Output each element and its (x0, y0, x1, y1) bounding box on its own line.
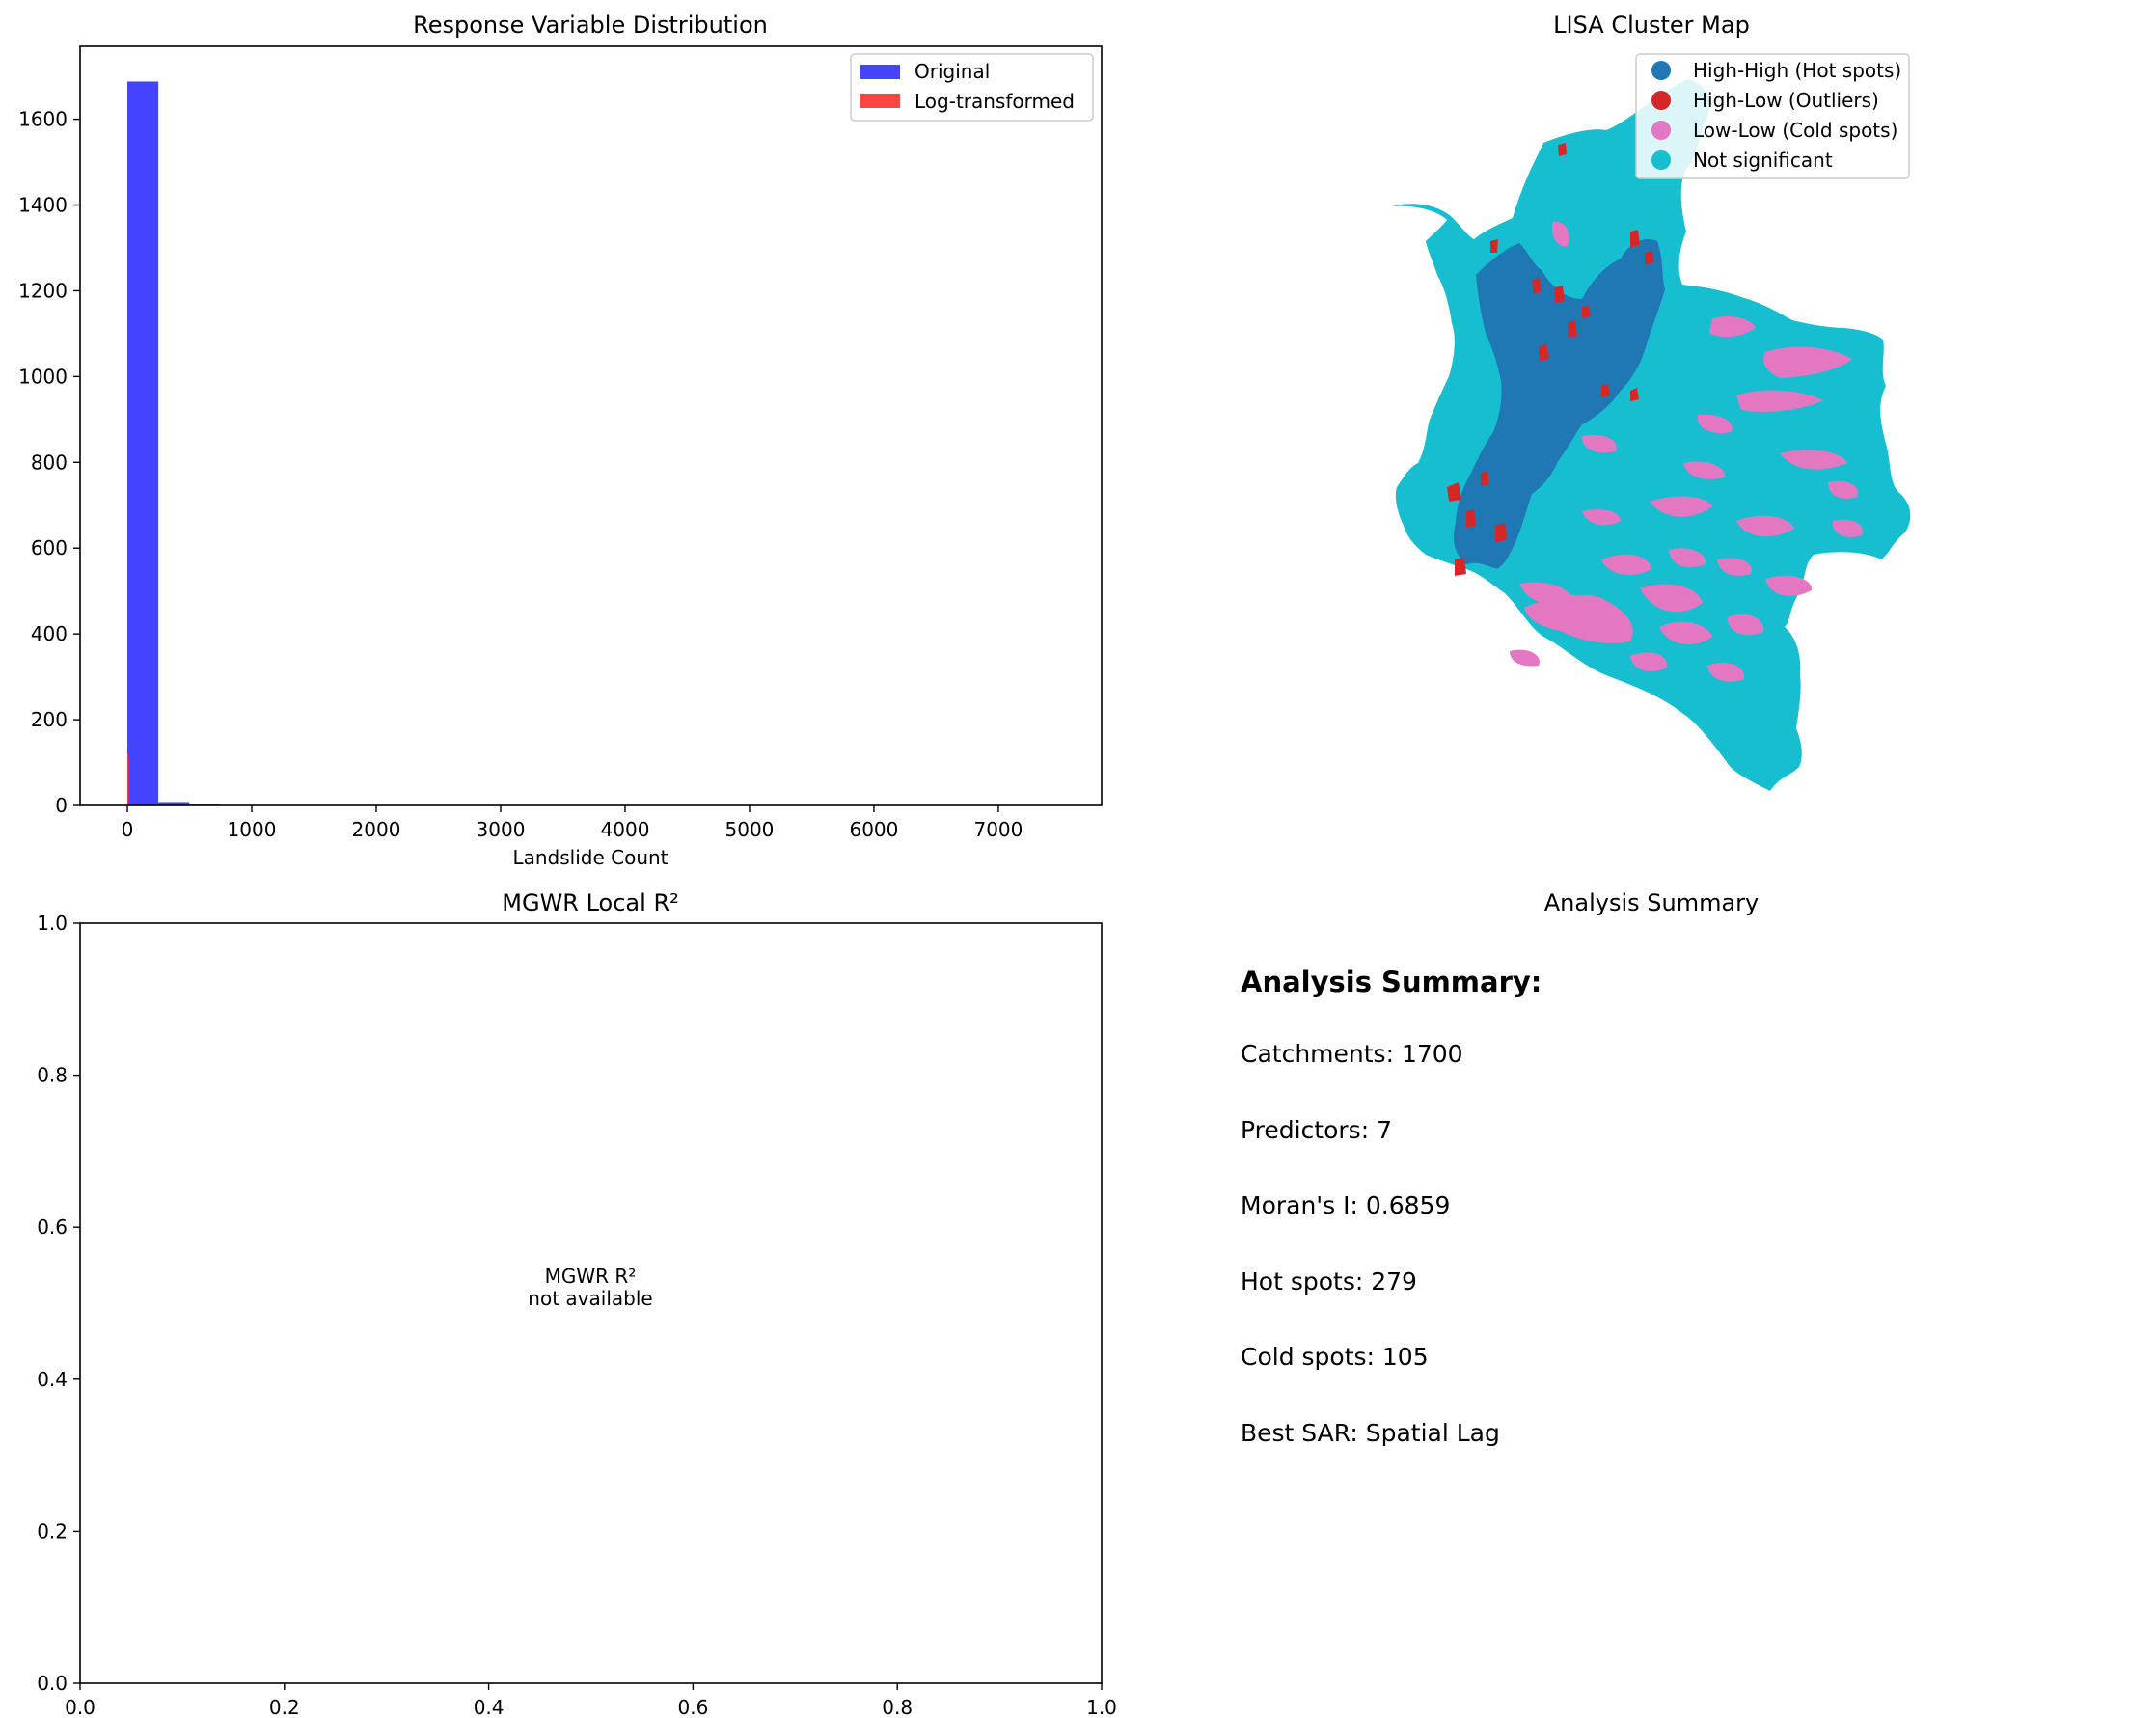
y-tick-label: 0 (55, 794, 68, 817)
summary-heading: Analysis Summary: (1241, 966, 1542, 998)
x-tick-label: 7000 (973, 818, 1023, 841)
y-tick-label: 1400 (18, 194, 68, 217)
histogram-bars (127, 81, 1057, 805)
y-tick-label: 200 (31, 708, 68, 731)
x-tick-label: 1000 (228, 818, 277, 841)
y-tick-label: 0.2 (37, 1519, 68, 1542)
x-tick-label: 0.2 (269, 1696, 300, 1718)
summary-morans-i: Moran's I: 0.6859 (1241, 1191, 1451, 1219)
map-region-outliers (1447, 143, 1654, 576)
mgwr-x-ticks: 0.0 0.2 0.4 0.6 0.8 1.0 (65, 1683, 1117, 1718)
analysis-summary: Analysis Summary: Catchments: 1700 Predi… (1241, 965, 1974, 1494)
y-tick-label: 400 (31, 622, 68, 645)
y-tick-label: 1200 (18, 279, 68, 302)
histogram-title: Response Variable Distribution (413, 12, 768, 39)
x-tick-label: 0.0 (65, 1696, 96, 1718)
legend-marker-outliers (1651, 91, 1671, 110)
y-tick-label: 800 (31, 450, 68, 474)
mgwr-title: MGWR Local R² (502, 889, 678, 916)
mgwr-message-line-1: MGWR R² (545, 1265, 637, 1288)
map-region-not-significant (1392, 79, 1911, 791)
histogram-legend-frame (850, 53, 1094, 122)
x-tick-label: 0.6 (677, 1696, 708, 1718)
legend-label-original: Original (914, 60, 990, 83)
mgwr-message-line-2: not available (528, 1287, 652, 1310)
summary-hot-spots: Hot spots: 279 (1241, 1267, 1417, 1295)
summary-catchments: Catchments: 1700 (1241, 1040, 1463, 1068)
legend-label-log-transformed: Log-transformed (914, 90, 1075, 113)
map-region-cold-spots (1510, 221, 1863, 682)
mgwr-y-ticks: 0.0 0.2 0.4 0.6 0.8 1.0 (37, 912, 80, 1695)
summary-panel-title: Analysis Summary (1544, 889, 1760, 916)
lisa-legend: High-High (Hot spots) High-Low (Outliers… (1635, 53, 1910, 179)
legend-swatch-log-transformed (860, 94, 900, 108)
mgwr-panel: MGWR Local R² 0.0 0.2 0.4 0.6 0.8 1.0 0.00.20… (37, 889, 1117, 1718)
legend-label-cold-spots: Low-Low (Cold spots) (1693, 119, 1897, 142)
bar-original-0 (127, 81, 159, 805)
histogram-legend: Original Log-transformed (850, 53, 1094, 122)
legend-label-outliers: High-Low (Outliers) (1693, 89, 1879, 112)
lisa-map-title: LISA Cluster Map (1553, 12, 1750, 39)
y-tick-label: 0.0 (37, 1672, 68, 1695)
y-tick-label: 1.0 (37, 912, 68, 935)
histogram-panel: Response Variable Distribution 0 1000 2000… (18, 12, 1103, 869)
y-tick-label: 1600 (18, 108, 68, 131)
x-tick-label: 2000 (352, 818, 401, 841)
y-tick-label: 0.6 (37, 1215, 68, 1239)
legend-marker-cold-spots (1651, 121, 1671, 140)
summary-predictors: Predictors: 7 (1241, 1115, 1392, 1144)
legend-label-not-significant: Not significant (1693, 149, 1833, 172)
x-tick-label: 0.8 (882, 1696, 913, 1718)
legend-label-hot-spots: High-High (Hot spots) (1693, 59, 1901, 82)
x-tick-label: 0 (122, 818, 134, 841)
x-tick-label: 6000 (849, 818, 898, 841)
x-tick-label: 3000 (477, 818, 526, 841)
histogram-x-ticks: 0 1000 2000 3000 4000 5000 6000 7000 (122, 805, 1023, 841)
y-tick-label: 1000 (18, 365, 68, 388)
legend-swatch-original (860, 65, 900, 79)
lisa-map-panel: LISA Cluster Map (1392, 12, 1911, 791)
y-tick-label: 600 (31, 536, 68, 559)
x-tick-label: 5000 (725, 818, 775, 841)
y-tick-label: 0.8 (37, 1064, 68, 1087)
x-tick-label: 0.4 (474, 1696, 505, 1718)
summary-best-sar: Best SAR: Spatial Lag (1241, 1418, 1500, 1447)
legend-marker-not-significant (1651, 150, 1671, 170)
lisa-legend-frame (1635, 53, 1910, 179)
y-tick-label: 0.4 (37, 1368, 68, 1391)
legend-marker-hot-spots (1651, 61, 1671, 80)
bar-log-transformed-0 (127, 753, 129, 805)
histogram-x-label: Landslide Count (512, 846, 668, 869)
map-region-hot-spots (1453, 239, 1665, 569)
x-tick-label: 1.0 (1086, 1696, 1117, 1718)
summary-cold-spots: Cold spots: 105 (1241, 1343, 1429, 1371)
histogram-y-ticks: 0 200 400 600 800 1000 1200 1400 1600 (18, 108, 80, 817)
x-tick-label: 4000 (601, 818, 650, 841)
mgwr-plot-frame (79, 922, 1103, 1684)
bar-original-1 (158, 802, 190, 805)
histogram-plot-frame (79, 45, 1103, 806)
